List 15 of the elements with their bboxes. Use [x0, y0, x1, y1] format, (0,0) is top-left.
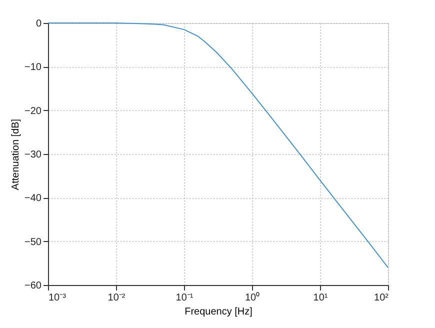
y-tick-label: −50	[24, 236, 42, 248]
y-tick-label: −40	[24, 193, 42, 204]
y-tick-label: −20	[24, 106, 42, 117]
y-axis-title: Attenuation [dB]	[10, 118, 22, 190]
y-tick-label: −30	[24, 150, 42, 160]
x-tick-label: 10¹	[313, 292, 328, 304]
x-axis-title: Frequency [Hz]	[184, 306, 253, 318]
y-tick-label: −10	[24, 62, 42, 74]
x-tick-label: 10⁻¹	[176, 292, 194, 304]
x-tick-label: 10²	[374, 292, 390, 304]
y-tick-label: −60	[24, 280, 42, 292]
x-tick-label: 10⁻³	[48, 292, 67, 304]
x-tick-label: 10⁻²	[108, 292, 126, 304]
y-tick-label: 0	[36, 18, 42, 30]
x-tick-label: 10⁰	[244, 292, 260, 304]
